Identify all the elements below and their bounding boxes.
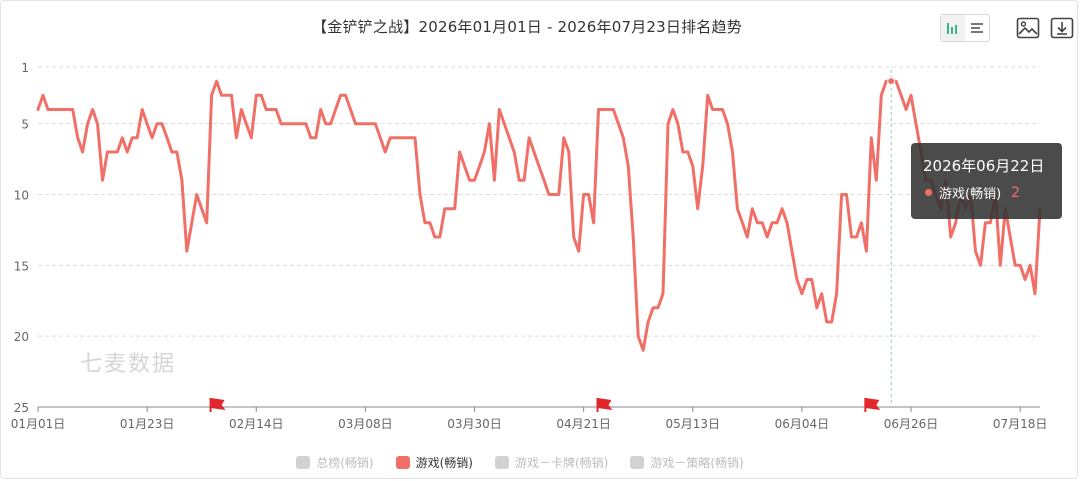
series-line-games <box>36 79 1042 352</box>
legend-label: 游戏－卡牌(畅销) <box>515 456 609 470</box>
event-flag-icon <box>210 398 226 410</box>
tooltip-series-name: 游戏(畅销) <box>939 187 1002 202</box>
legend-item-games-card[interactable]: 游戏－卡牌(畅销) <box>495 454 608 471</box>
x-tick-label: 06月04日 <box>775 417 830 431</box>
highlight-point <box>887 77 896 86</box>
watermark: 七麦数据 <box>80 352 177 377</box>
download-icon[interactable] <box>1048 14 1076 42</box>
x-tick-label: 01月23日 <box>120 417 175 431</box>
legend-label: 游戏(畅销) <box>415 456 473 470</box>
x-tick-label: 04月21日 <box>556 417 611 431</box>
tooltip-series-dot <box>925 189 932 196</box>
legend-label: 游戏－策略(畅销) <box>650 456 744 470</box>
tooltip-value: 2 <box>1011 184 1021 201</box>
legend-item-games[interactable]: 游戏(畅销) <box>395 454 473 471</box>
legend-item-overall[interactable]: 总榜(畅销) <box>296 454 374 471</box>
x-tick-label: 02月14日 <box>229 417 284 431</box>
y-tick-label: 10 <box>14 189 29 203</box>
tooltip-date: 2026年06月22日 <box>923 157 1045 175</box>
y-tick-label: 15 <box>14 259 29 273</box>
y-tick-label: 25 <box>14 401 29 415</box>
tooltip-row: 游戏(畅销) 2 <box>925 183 1020 202</box>
event-flag-icon <box>597 398 613 410</box>
chart-view-toggle <box>940 14 990 42</box>
event-flag-icon <box>865 398 881 410</box>
y-tick-label: 20 <box>14 330 29 344</box>
y-tick-label: 5 <box>21 118 29 132</box>
legend-item-games-strategy[interactable]: 游戏－策略(畅销) <box>630 454 744 471</box>
chart-tooltip: 2026年06月22日 游戏(畅销) 2 <box>911 143 1062 219</box>
x-tick-label: 06月26日 <box>884 417 939 431</box>
x-tick-label: 05月13日 <box>665 417 720 431</box>
bar-chart-icon[interactable] <box>941 15 965 41</box>
chart-legend: 总榜(畅销) 游戏(畅销) 游戏－卡牌(畅销) 游戏－策略(畅销) <box>0 454 1040 471</box>
legend-swatch <box>630 456 645 469</box>
y-tick-label: 1 <box>21 61 29 75</box>
x-tick-label: 01月01日 <box>11 417 66 431</box>
legend-label: 总榜(畅销) <box>316 456 374 470</box>
legend-swatch <box>395 456 410 469</box>
legend-swatch <box>495 456 509 469</box>
x-tick-label: 03月08日 <box>338 417 393 431</box>
chart-title: 【金铲铲之战】2026年01月01日 - 2026年07月23日排名趋势 <box>312 18 742 36</box>
x-tick-label: 07月18日 <box>993 417 1048 431</box>
image-icon[interactable] <box>1014 14 1042 42</box>
legend-swatch <box>296 456 311 469</box>
x-tick-label: 03月30日 <box>447 417 502 431</box>
list-icon[interactable] <box>965 15 989 41</box>
